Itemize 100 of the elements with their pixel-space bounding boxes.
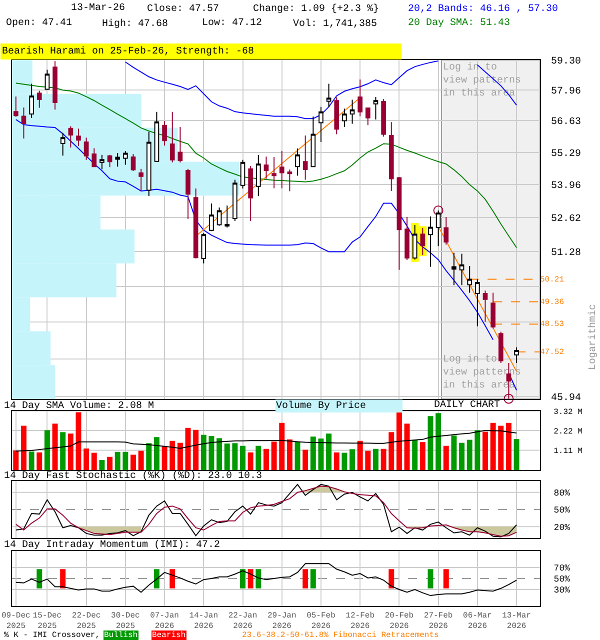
y-axis-title: Logarithmic (587, 304, 599, 370)
candlestick (13, 96, 18, 118)
legend-title: % K - IMI Crossover, (4, 631, 100, 640)
candlestick (373, 96, 378, 120)
candlestick (428, 216, 433, 268)
text: Open: 47.41 (6, 18, 72, 29)
candlestick (514, 346, 519, 364)
text: 13-Mar-26 (71, 3, 126, 14)
bar (162, 446, 168, 470)
candlestick (232, 179, 238, 222)
text: Bullish (104, 631, 138, 640)
candlestick (138, 168, 144, 192)
bar (466, 440, 472, 470)
y-tick-label: 53.96 (551, 180, 582, 192)
text: Bearish (152, 631, 186, 640)
candlestick (178, 126, 183, 163)
text: High: 47.68 (102, 18, 168, 30)
bar (474, 430, 480, 470)
bar (294, 442, 300, 470)
bar (271, 442, 277, 470)
text: Vol: 1,741,385 (293, 18, 378, 30)
bar (420, 442, 426, 470)
candlestick (100, 154, 104, 170)
candlestick (256, 154, 261, 197)
line-series (15, 563, 518, 596)
candlestick (334, 96, 340, 135)
bar (350, 449, 355, 470)
bar (170, 440, 176, 470)
bar (302, 450, 308, 470)
candlestick (490, 292, 496, 329)
candlestick (388, 122, 394, 192)
x-tick-label: 27-Feb 2026 (424, 612, 453, 631)
bar (84, 448, 90, 470)
chart-title: 14 Day SMA Volume: 2.08 M (4, 400, 154, 412)
bar (224, 444, 230, 470)
x-tick-label: 22-Jan 2026 (228, 612, 258, 631)
bar (130, 454, 136, 470)
candlestick (295, 148, 300, 176)
y-tick-label: 70% (554, 564, 571, 574)
bar (380, 448, 386, 470)
candlestick (92, 148, 97, 168)
y-tick-label: 57.96 (551, 86, 582, 98)
y-tick-label: 1.11 M (554, 447, 583, 456)
bar (114, 452, 120, 470)
bar (342, 452, 348, 470)
bar (436, 413, 442, 470)
bar (451, 436, 457, 470)
bar (256, 446, 262, 470)
bar (107, 456, 113, 470)
bar (28, 452, 34, 470)
bar (318, 438, 324, 470)
x-tick-label: 29-Jan 2026 (267, 612, 296, 631)
x-tick-label: 07-Jan 2026 (150, 612, 180, 631)
y-tick-label: 2.22 M (554, 427, 583, 436)
x-tick-label: 15-Dec 2025 (32, 612, 62, 631)
bar (310, 436, 316, 470)
candlestick (436, 210, 441, 247)
candlestick (444, 216, 449, 246)
candlestick (350, 99, 355, 124)
bar (263, 448, 269, 470)
candlestick (475, 278, 480, 327)
candlestick (123, 150, 128, 166)
bar (177, 442, 183, 470)
candlestick (170, 111, 175, 163)
bar (373, 448, 378, 470)
candlestick (482, 290, 488, 322)
candlestick (412, 224, 418, 260)
candlestick (279, 150, 284, 189)
candlestick (201, 232, 206, 264)
candlestick (52, 60, 58, 110)
bar (60, 432, 66, 470)
bar (498, 426, 504, 470)
bar (334, 452, 340, 470)
x-tick-label: 14-Jan 2026 (189, 612, 218, 631)
candlestick (459, 253, 464, 286)
text: 23.6-38.2-50-61.8% Fibonacci Retracements (242, 631, 440, 640)
candlestick (326, 83, 332, 108)
y-tick-label: 20% (554, 522, 571, 533)
bar (13, 450, 19, 470)
text: Low: 47.12 (202, 18, 262, 29)
y-tick-label: 55.29 (551, 148, 582, 160)
candlestick (36, 90, 42, 108)
x-tick-label: 06-Mar 2026 (463, 612, 492, 631)
candlestick (240, 159, 246, 190)
y-tick-label: 50% (554, 506, 571, 516)
bar (459, 442, 465, 470)
text: 20 Day SMA: 51.43 (408, 18, 510, 29)
bar (216, 438, 222, 470)
candlestick (21, 107, 26, 140)
bar (357, 440, 363, 470)
candlestick (498, 331, 504, 364)
candlestick (310, 116, 316, 168)
bar (232, 443, 238, 470)
bar (240, 446, 246, 470)
candlestick (130, 153, 136, 172)
bar (412, 440, 418, 470)
x-tick-label: 30-Dec 2025 (111, 612, 140, 631)
bar (365, 450, 371, 470)
candlestick (404, 216, 410, 261)
y-tick-label: 45.94 (551, 392, 582, 404)
